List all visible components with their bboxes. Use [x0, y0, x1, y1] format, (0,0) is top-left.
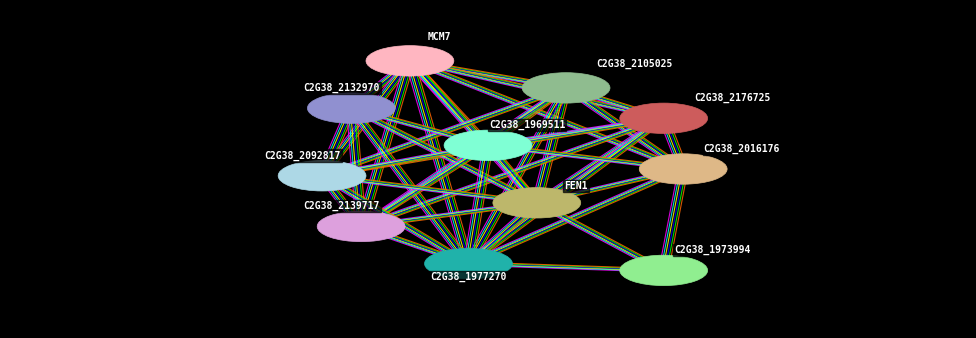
Text: C2G38_2105025: C2G38_2105025: [596, 59, 672, 69]
Text: C2G38_2016176: C2G38_2016176: [704, 144, 780, 154]
Text: C2G38_1973994: C2G38_1973994: [674, 245, 751, 255]
Circle shape: [278, 161, 366, 191]
Circle shape: [317, 211, 405, 242]
Circle shape: [307, 93, 395, 123]
Text: C2G38_1969511: C2G38_1969511: [489, 120, 565, 130]
Circle shape: [493, 188, 581, 218]
Text: MCM7: MCM7: [427, 32, 451, 42]
Text: C2G38_2139717: C2G38_2139717: [304, 201, 380, 211]
Circle shape: [425, 248, 512, 279]
Text: FEN1: FEN1: [564, 181, 588, 191]
Text: C2G38_1977270: C2G38_1977270: [430, 272, 507, 282]
Circle shape: [620, 103, 708, 134]
Text: C2G38_2132970: C2G38_2132970: [304, 83, 380, 93]
Text: C2G38_2092817: C2G38_2092817: [264, 150, 341, 161]
Circle shape: [620, 255, 708, 286]
Circle shape: [639, 154, 727, 184]
Circle shape: [366, 46, 454, 76]
Text: C2G38_2176725: C2G38_2176725: [694, 93, 770, 103]
Circle shape: [444, 130, 532, 161]
Circle shape: [522, 73, 610, 103]
